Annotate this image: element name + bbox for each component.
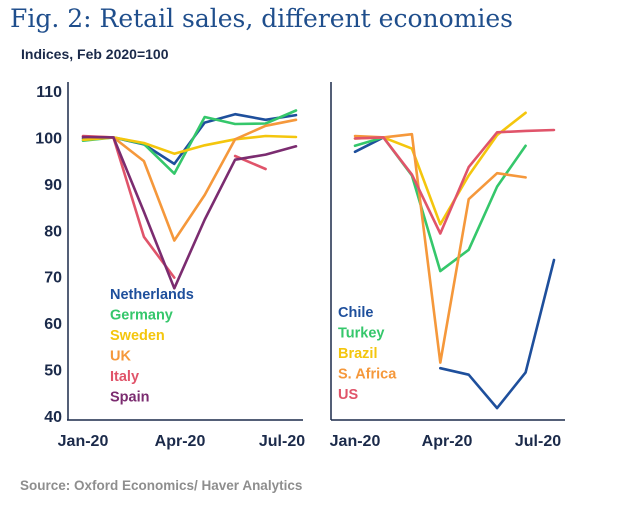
series-line-sweden (81, 134, 298, 155)
source-note: Source: Oxford Economics/ Haver Analytic… (20, 478, 303, 493)
series-line-uk (81, 118, 298, 242)
series-line-brazil (353, 111, 527, 226)
x-tick-label: Jan-20 (330, 433, 381, 450)
x-tick-label: Jul-20 (259, 433, 305, 450)
series-line-spain (81, 135, 298, 290)
legend-item-spain: Spain (110, 390, 149, 406)
right-panel: Jan-20 Apr-20 Jul-20 Chile Turkey Brazil S. Af… (330, 82, 565, 450)
y-tick-label: 70 (44, 270, 62, 287)
x-tick-label: Jan-20 (58, 433, 109, 450)
x-tick-label: Apr-20 (422, 433, 473, 450)
series-line-us (353, 128, 556, 235)
y-tick-label: 80 (44, 223, 62, 240)
y-tick-label: 50 (44, 363, 62, 380)
y-tick-label: 40 (44, 409, 62, 426)
x-tick-label: Apr-20 (155, 433, 206, 450)
y-tick-label: 100 (35, 130, 62, 147)
legend-item-chile: Chile (338, 305, 373, 321)
y-tick-label: 110 (36, 84, 62, 101)
series-line-italy (81, 134, 267, 279)
left-panel: Jan-20 Apr-20 Jul-20 Netherlands Germany Swed… (58, 82, 305, 450)
legend-item-sweden: Sweden (110, 328, 165, 344)
legend-item-uk: UK (110, 349, 131, 365)
y-tick-label: 90 (44, 177, 62, 194)
legend-item-brazil: Brazil (338, 346, 378, 362)
legend-item-germany: Germany (110, 308, 173, 324)
series-line-turkey (353, 136, 527, 273)
legend-item-netherlands: Netherlands (110, 287, 194, 303)
legend-item-turkey: Turkey (338, 326, 384, 342)
chart-title: Fig. 2: Retail sales, different economie… (10, 4, 513, 33)
y-tick-label: 60 (44, 316, 62, 333)
legend-item-us: US (338, 387, 358, 403)
legend-item-italy: Italy (110, 369, 139, 385)
chart-subtitle: Indices, Feb 2020=100 (21, 46, 169, 62)
x-tick-label: Jul-20 (515, 433, 561, 450)
legend-item-s-africa: S. Africa (338, 367, 397, 383)
